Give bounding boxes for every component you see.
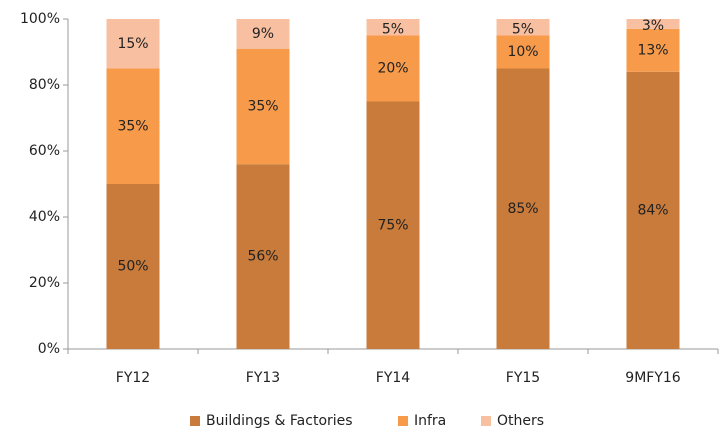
data-label: 50% bbox=[117, 259, 148, 275]
bar-segment bbox=[106, 68, 160, 184]
bar-segment bbox=[106, 184, 160, 349]
bar-segment bbox=[236, 48, 290, 165]
x-tick-label: FY14 bbox=[376, 370, 411, 386]
bar-segment bbox=[366, 19, 420, 36]
y-tick-label: 0% bbox=[38, 341, 60, 357]
data-label: 5% bbox=[382, 21, 404, 37]
bar-segment bbox=[626, 19, 680, 29]
x-tick-label: 9MFY16 bbox=[625, 370, 680, 386]
bar-segment bbox=[236, 19, 290, 49]
bar-segment bbox=[366, 35, 420, 102]
data-label: 5% bbox=[512, 21, 534, 37]
bar-segment bbox=[366, 101, 420, 349]
bar-segment bbox=[626, 28, 680, 72]
bar-segment bbox=[106, 19, 160, 69]
bar-segment bbox=[496, 68, 550, 349]
data-label: 10% bbox=[507, 44, 538, 60]
bar-segment bbox=[236, 164, 290, 349]
x-tick-label: FY13 bbox=[246, 370, 280, 386]
y-tick-label: 80% bbox=[29, 77, 60, 93]
data-label: 85% bbox=[507, 201, 538, 217]
data-label: 84% bbox=[637, 202, 668, 218]
x-tick-label: FY15 bbox=[506, 370, 540, 386]
data-label: 20% bbox=[377, 61, 408, 77]
legend-swatch bbox=[190, 416, 200, 426]
legend-swatch bbox=[481, 416, 491, 426]
y-tick-label: 20% bbox=[29, 275, 60, 291]
data-label: 75% bbox=[377, 217, 408, 233]
data-label: 35% bbox=[247, 98, 278, 114]
bar-segment bbox=[626, 71, 680, 350]
data-label: 3% bbox=[642, 18, 664, 34]
legend-label: Others bbox=[497, 413, 544, 429]
data-label: 13% bbox=[637, 42, 668, 58]
y-tick-label: 60% bbox=[29, 143, 60, 159]
data-label: 9% bbox=[252, 26, 274, 42]
bar-segment bbox=[496, 35, 550, 69]
legend-label: Infra bbox=[414, 413, 446, 429]
legend-label: Buildings & Factories bbox=[206, 413, 353, 429]
legend-swatch bbox=[398, 416, 408, 426]
data-label: 15% bbox=[117, 36, 148, 52]
bar-segment bbox=[496, 19, 550, 36]
y-tick-label: 100% bbox=[20, 11, 60, 27]
y-tick-label: 40% bbox=[29, 209, 60, 225]
data-label: 56% bbox=[247, 249, 278, 265]
data-label: 35% bbox=[117, 118, 148, 134]
x-tick-label: FY12 bbox=[116, 370, 150, 386]
